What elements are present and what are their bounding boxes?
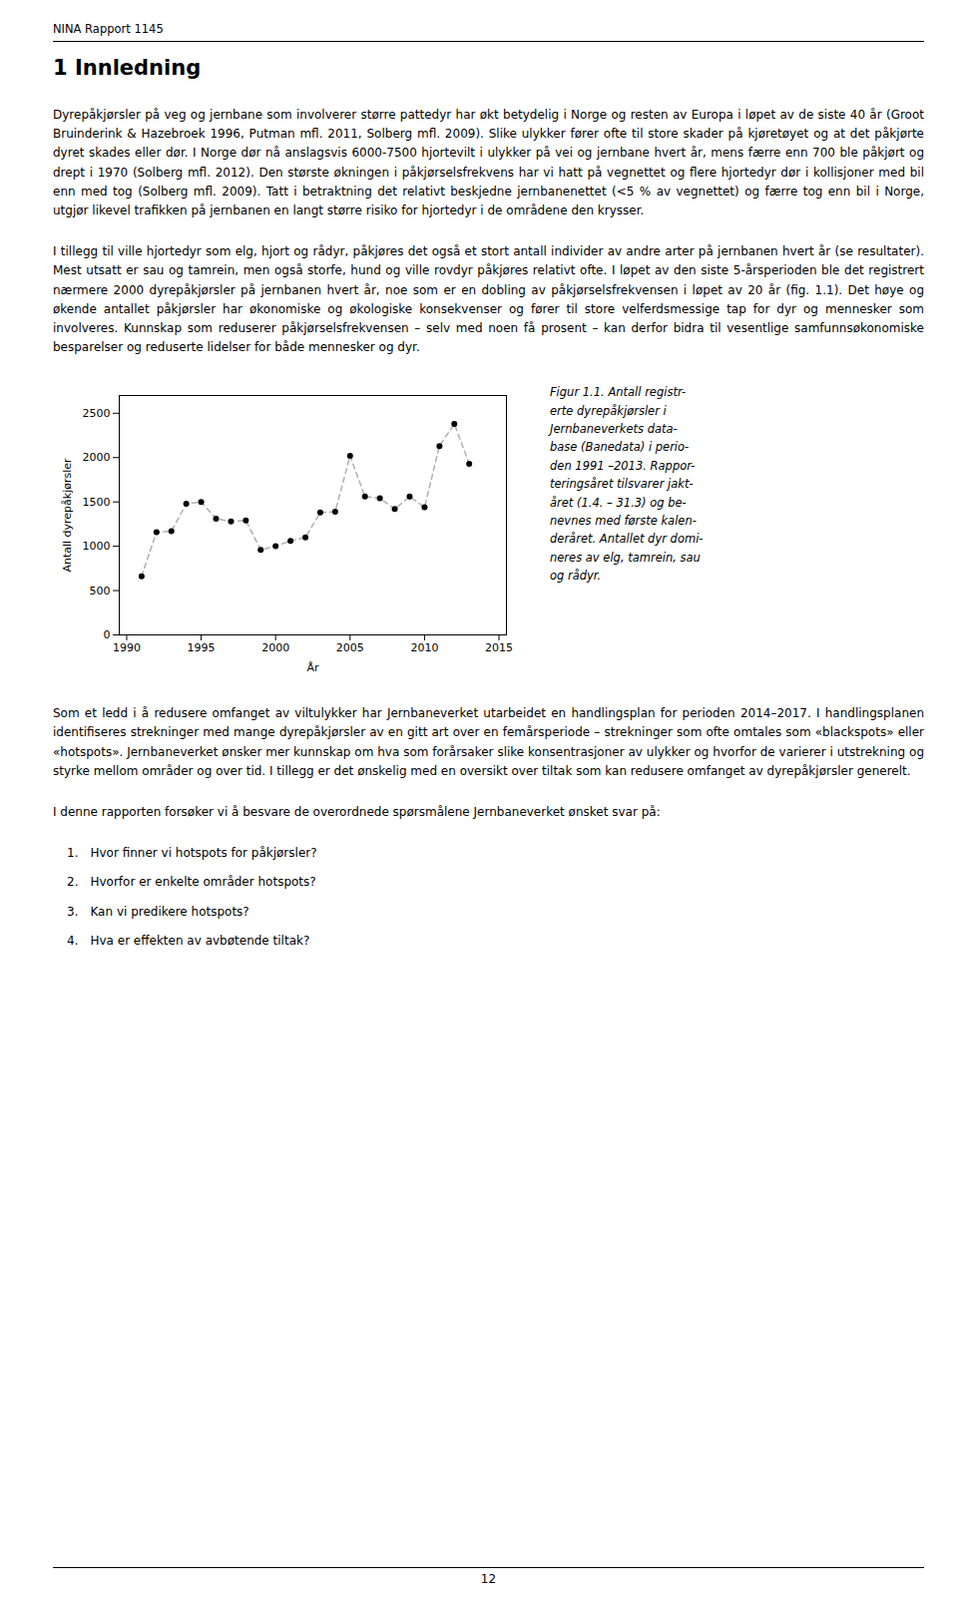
svg-text:Antall dyrepåkjørsler: Antall dyrepåkjørsler [60, 458, 74, 573]
html-text:og rådyr.: og rådyr. [549, 569, 601, 583]
html-text:året (1.4. – 31.3) og be-: året (1.4. – 31.3) og be- [549, 495, 687, 510]
svg-text:2005: 2005 [336, 642, 365, 656]
html-text:Jernbaneverkets data-: Jernbaneverkets data- [549, 422, 678, 437]
html-text:12: 12 [480, 1572, 497, 1587]
html-text:nevnes med første kalen-: nevnes med første kalen- [549, 513, 697, 528]
svg-text:1500: 1500 [82, 495, 111, 509]
html-text:erte dyrepåkjørsler i: erte dyrepåkjørsler i [549, 403, 667, 418]
svg-text:2000: 2000 [261, 642, 290, 656]
html-text:I tillegg til ville hjortedyr: I tillegg til ville hjortedyr som elg, h… [52, 244, 925, 355]
svg-text:2015: 2015 [484, 642, 513, 656]
html-text:Dyrepåkjørsler på veg og jernb: Dyrepåkjørsler på veg og jernbane som in… [52, 107, 925, 218]
html-text:4. Hva er effekten av avbøtend: 4. Hva er effekten av avbøtende tiltak? [66, 933, 310, 948]
svg-text:1000: 1000 [82, 539, 111, 553]
html-text:teringsåret tilsvarer jakt-: teringsåret tilsvarer jakt- [549, 477, 694, 492]
html-text:den 1991 –2013. Rappor-: den 1991 –2013. Rappor- [549, 458, 696, 473]
html-text:1 Innledning: 1 Innledning [52, 55, 201, 80]
html-text:NINA Rapport 1145: NINA Rapport 1145 [52, 21, 164, 36]
svg-text:0: 0 [103, 628, 111, 642]
svg-text:2500: 2500 [82, 407, 111, 421]
html-text:Figur 1.1. Antall registr-: Figur 1.1. Antall registr- [549, 385, 686, 400]
html-text:neres av elg, tamrein, sau: neres av elg, tamrein, sau [549, 550, 701, 565]
svg-text:500: 500 [89, 584, 111, 598]
html-text:deråret. Antallet dyr domi-: deråret. Antallet dyr domi- [549, 532, 704, 547]
html-text:2. Hvorfor er enkelte områder: 2. Hvorfor er enkelte områder hotspots? [66, 875, 317, 890]
html-text:1. Hvor finner vi hotspots for: 1. Hvor finner vi hotspots for påkjørsle… [66, 846, 317, 861]
svg-text:1990: 1990 [112, 642, 141, 656]
html-text:3. Kan vi predikere hotspots?: 3. Kan vi predikere hotspots? [66, 904, 250, 919]
svg-text:2000: 2000 [82, 451, 111, 465]
html-text:Som et ledd i å redusere omfan: Som et ledd i å redusere omfanget av vil… [52, 706, 925, 779]
svg-text:År: År [306, 661, 320, 675]
html-text:I denne rapporten forsøker vi: I denne rapporten forsøker vi å besvare … [52, 805, 661, 820]
html-text:base (Banedata) i perio-: base (Banedata) i perio- [549, 440, 689, 455]
svg-text:1995: 1995 [187, 642, 216, 656]
svg-text:2010: 2010 [410, 642, 439, 656]
